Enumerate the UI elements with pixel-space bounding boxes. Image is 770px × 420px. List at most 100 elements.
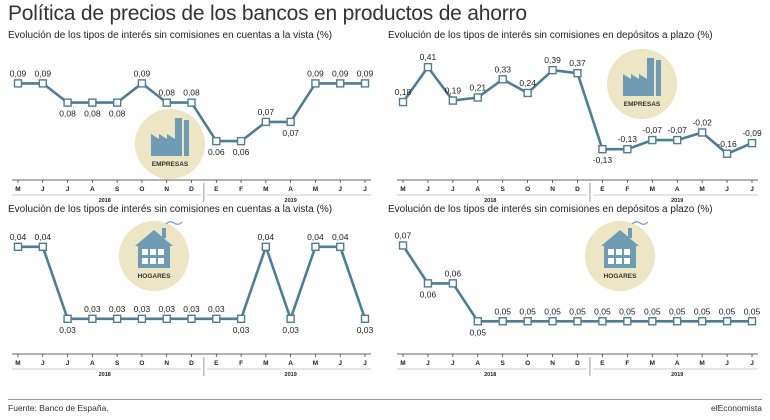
data-point [360,79,370,88]
x-tick-label: M [650,186,655,193]
chart-panel-empresas-vista: Evolución de los tipos de interés sin co… [8,30,380,204]
x-tick-label: N [550,360,555,367]
x-tick-label: F [625,360,629,367]
data-label: -0,07 [668,125,688,135]
house-window [608,258,614,264]
data-label: 0,03 [109,304,126,314]
badge-label: HOGARES [604,273,638,280]
data-point [623,317,632,326]
x-tick-label: J [725,186,729,193]
data-point [162,314,171,324]
house-window [142,258,148,264]
data-label: 0,19 [445,86,462,96]
x-tick-label: A [475,360,480,367]
x-tick-label: M [400,360,405,367]
data-label: 0,09 [332,68,349,78]
data-point [648,317,657,326]
x-tick-label: A [475,186,480,193]
data-point [598,317,607,326]
x-tick-label: M [263,360,268,367]
data-label: 0,05 [594,306,611,316]
data-point [623,144,632,154]
year-label: 2019 [671,372,683,378]
data-label: 0,07 [282,128,299,138]
x-tick-label: N [550,186,555,193]
house-window [624,249,630,255]
chart-subtitle: Evolución de los tipos de interés sin co… [8,30,333,41]
data-point [722,317,732,326]
data-label: 0,03 [134,304,151,314]
data-point [162,98,171,107]
data-label: 0,03 [183,304,200,314]
x-tick-label: N [164,360,169,367]
data-point [38,79,47,88]
data-label: -0,07 [643,125,663,135]
data-label: 0,05 [470,327,487,337]
x-tick-label: S [115,186,120,193]
x-tick-label: A [90,186,95,193]
data-point [448,279,458,288]
data-point [548,317,557,326]
data-label: 0,08 [84,109,101,119]
x-tick-label: A [288,360,293,367]
data-point [286,117,295,127]
data-label: 0,03 [233,325,250,335]
house-icon: HOGARES [119,221,189,291]
data-label: 0,37 [569,58,586,68]
x-tick-label: D [575,186,580,193]
data-point [88,98,97,107]
chart-panel-empresas-plazo: Evolución de los tipos de interés sin co… [388,30,762,204]
factory-chimney [656,60,661,96]
data-point [573,317,582,326]
data-label: 0,05 [669,306,686,316]
house-roof [601,230,639,246]
x-tick-label: O [139,360,144,367]
data-point [261,242,271,251]
x-tick-label: A [90,360,95,367]
data-label: 0,09 [357,68,374,78]
data-label: 0,09 [307,68,324,78]
x-tick-label: M [400,186,405,193]
data-point [112,314,122,324]
data-label: 0,08 [59,109,76,119]
data-point [747,138,757,148]
x-tick-label: M [15,360,20,367]
data-label: 0,09 [134,68,151,78]
house-window [158,258,164,264]
x-tick-label: O [525,186,530,193]
x-tick-label: J [725,360,729,367]
data-label: -0,13 [593,155,613,165]
data-label: -0,02 [692,117,712,127]
x-tick-label: J [451,360,455,367]
data-label: 0,06 [208,147,225,157]
data-point [38,242,47,251]
data-point [88,314,97,324]
x-tick-label: M [313,360,318,367]
year-label: 2018 [99,372,111,378]
data-point [523,317,532,326]
data-point [286,314,295,324]
data-label: 0,05 [569,306,586,316]
data-point [548,65,557,75]
factory-icon: EMPRESAS [135,109,205,179]
x-tick-label: A [675,186,680,193]
factory-body [151,118,182,156]
house-window [142,249,148,255]
x-tick-label: J [66,186,70,193]
x-tick-label: F [239,360,243,367]
x-tick-label: D [575,360,580,367]
data-label: 0,05 [694,306,711,316]
data-label: 0,05 [544,306,561,316]
data-point [747,317,757,326]
chart-subtitle: Evolución de los tipos de interés sin co… [388,30,713,41]
chart-panel-hogares-plazo: Evolución de los tipos de interés sin co… [388,204,762,378]
data-point [697,317,707,326]
x-tick-label: E [600,186,605,193]
house-chimney [628,228,632,238]
data-point [473,317,482,326]
x-tick-label: J [338,360,342,367]
x-tick-label: J [363,186,367,193]
data-point [311,79,320,88]
x-tick-label: M [650,360,655,367]
x-tick-label: J [451,186,455,193]
